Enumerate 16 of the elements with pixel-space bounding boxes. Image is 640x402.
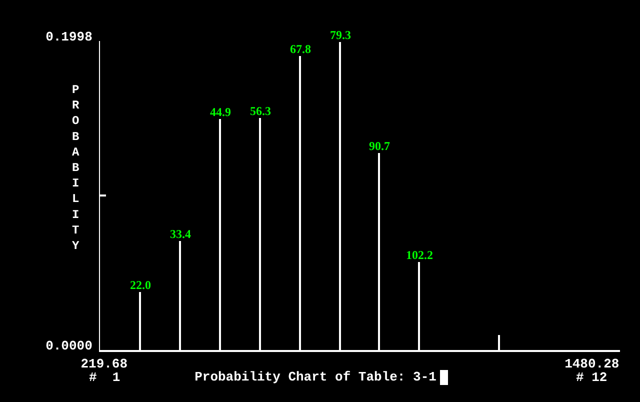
text: # 1 — [89, 370, 120, 385]
text: PROBABILITY — [72, 83, 80, 253]
annotation: 67.8 — [290, 42, 311, 56]
annotation: 56.3 — [250, 104, 271, 118]
annotation: 79.3 — [330, 28, 351, 42]
x-tick-label: 1480.28 — [564, 356, 620, 372]
annotation: 102.2 — [406, 248, 433, 262]
annotation: 90.7 — [369, 139, 390, 153]
annotation: 44.9 — [210, 105, 231, 119]
annotation: 33.4 — [170, 227, 191, 241]
text: # 12 — [576, 370, 608, 385]
text: Probability Chart of Table: 3-1 — [194, 370, 437, 385]
annotation: 22.0 — [130, 278, 151, 292]
x-tick-label: 219.68 — [80, 356, 128, 372]
y-tick-label: 0.0000 — [46, 338, 93, 354]
y-tick-label: 0.1998 — [46, 30, 93, 45]
